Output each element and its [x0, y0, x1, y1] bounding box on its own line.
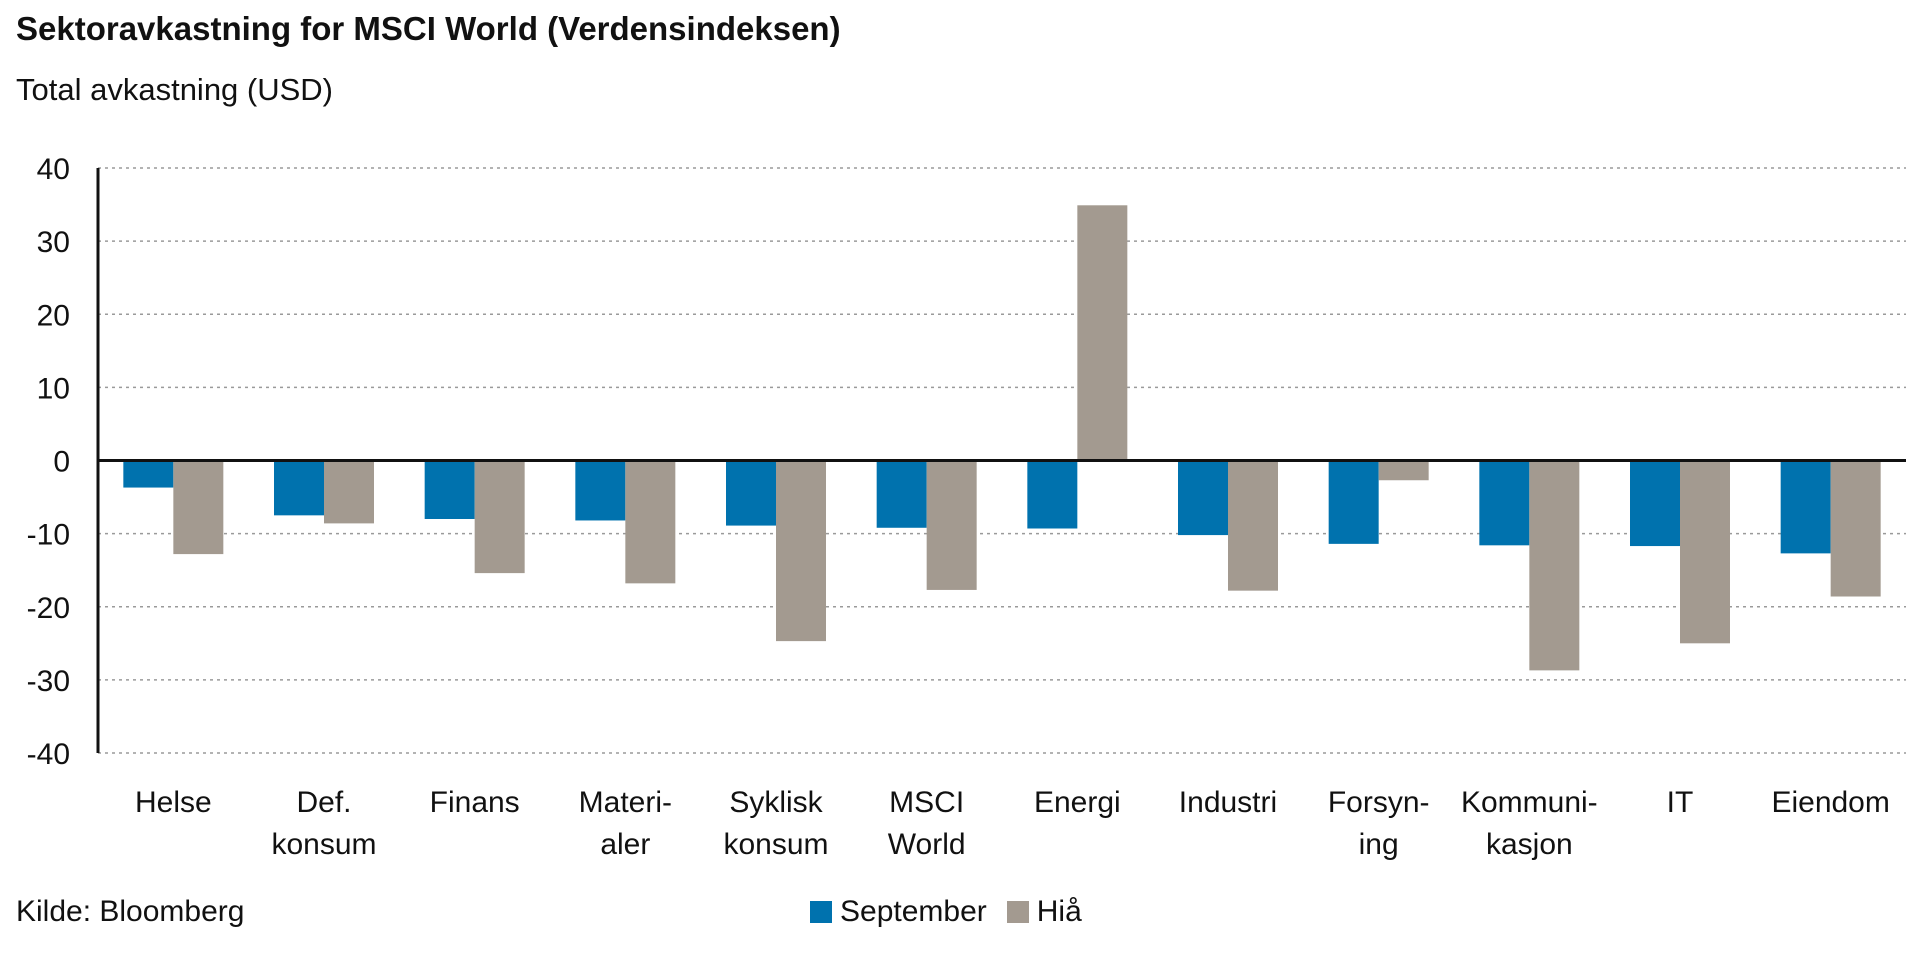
x-tick-label: Industri — [1179, 786, 1277, 819]
x-tick-label: Syklisk konsum — [723, 786, 828, 861]
y-tick-label: 0 — [53, 446, 70, 479]
x-tick-label-line: Eiendom — [1771, 786, 1889, 819]
bar-september — [876, 460, 927, 528]
bar-hia — [1830, 460, 1881, 597]
x-tick-label-line: ing — [1359, 828, 1399, 861]
x-tick-label-line: aler — [600, 828, 650, 861]
bar-hia — [474, 460, 525, 574]
bar-september — [575, 460, 626, 521]
legend-label-hia: Hiå — [1036, 895, 1082, 928]
y-tick-label: -40 — [27, 738, 70, 771]
x-tick-label: Helse — [135, 786, 212, 819]
legend-label-september: September — [840, 895, 987, 928]
x-tick-label: MSCI World — [888, 786, 966, 861]
x-tick-label-line: Def. — [296, 786, 351, 819]
x-tick-label-line: IT — [1667, 786, 1694, 819]
x-tick-label-line: kasjon — [1486, 828, 1573, 861]
chart-subtitle: Total avkastning (USD) — [16, 72, 334, 107]
chart-title: Sektoravkastning for MSCI World (Verdens… — [16, 10, 841, 47]
bar-hia — [776, 460, 826, 642]
y-tick-label: 10 — [37, 372, 70, 405]
y-tick-label: -30 — [27, 665, 70, 698]
x-tick-label: Forsyn-ing — [1328, 786, 1430, 861]
gridlines — [98, 167, 1906, 754]
x-tick-labels: Helse Def. konsum Finans Materi-aler Syklisk k… — [135, 786, 1890, 861]
bar-hia — [625, 460, 676, 584]
bar-hia — [1529, 460, 1580, 671]
x-tick-label-line: Forsyn- — [1328, 786, 1430, 819]
x-tick-label-line: Syklisk — [729, 786, 823, 819]
bar-september — [1630, 460, 1680, 547]
x-tick-label: Kommuni-kasjon — [1461, 786, 1598, 861]
legend-item-september: September — [810, 895, 987, 929]
bar-hia — [1680, 460, 1730, 644]
bar-hia — [1228, 460, 1278, 591]
x-tick-label-line: Industri — [1179, 786, 1277, 819]
x-tick-label-line: Energi — [1034, 786, 1121, 819]
bar-september — [1328, 460, 1379, 544]
bar-september — [274, 460, 324, 516]
x-tick-label: Eiendom — [1771, 786, 1889, 819]
x-tick-label: Materi-aler — [579, 786, 672, 861]
bar-september — [1027, 460, 1078, 529]
bar-hia — [1077, 205, 1128, 461]
x-tick-label: Finans — [430, 786, 520, 819]
x-tick-label: Def. konsum — [271, 786, 376, 861]
y-tick-label: -20 — [27, 592, 70, 625]
bar-hia — [926, 460, 977, 590]
y-tick-label: -10 — [27, 519, 70, 552]
x-tick-label: IT — [1667, 786, 1694, 819]
bar-september — [424, 460, 475, 519]
source-note: Kilde: Bloomberg — [16, 895, 245, 928]
x-tick-label-line: Finans — [430, 786, 520, 819]
legend-item-hia: Hiå — [1006, 895, 1082, 929]
legend: September Hiå — [810, 895, 1102, 929]
y-tick-label: 20 — [37, 299, 70, 332]
bar-september — [726, 460, 776, 526]
x-tick-label-line: World — [888, 828, 966, 861]
y-tick-label: 40 — [37, 153, 70, 186]
x-tick-label-line: konsum — [723, 828, 828, 861]
x-tick-label-line: Helse — [135, 786, 212, 819]
x-tick-label-line: konsum — [271, 828, 376, 861]
legend-swatch-hia — [1006, 901, 1029, 923]
legend-swatch-september — [810, 901, 832, 923]
bar-september — [1780, 460, 1831, 554]
x-tick-label-line: MSCI — [889, 786, 964, 819]
bar-hia — [173, 460, 224, 555]
y-tick-label: 30 — [37, 226, 70, 259]
x-tick-label-line: Kommuni- — [1461, 786, 1598, 819]
x-tick-label: Energi — [1034, 786, 1121, 819]
bar-hia — [324, 460, 374, 524]
y-tick-labels: 40 30 20 10 0 -10 -20 -30 -40 — [27, 153, 70, 771]
x-tick-label-line: Materi- — [579, 786, 672, 819]
bar-hia — [1378, 460, 1429, 481]
bars — [123, 205, 1881, 671]
bar-september — [1178, 460, 1228, 536]
bar-september — [123, 460, 174, 488]
bar-september — [1479, 460, 1530, 546]
axes — [96, 168, 1906, 753]
